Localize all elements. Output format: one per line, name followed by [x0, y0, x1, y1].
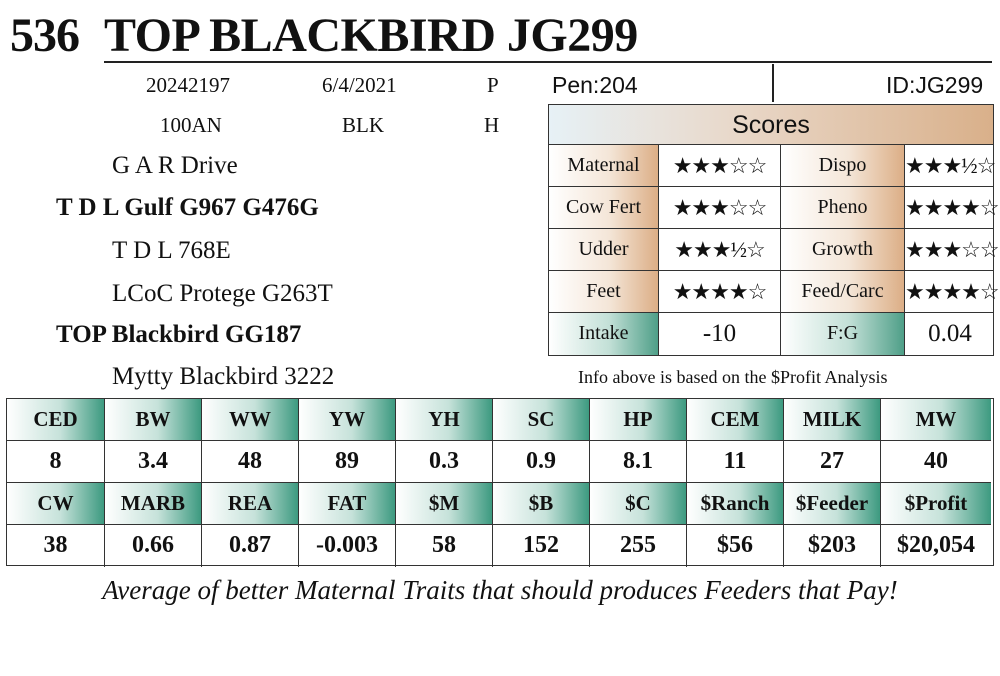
score-stars: ★★★★☆ — [905, 195, 1000, 220]
scores-table: Scores Maternal ★★★☆☆ Dispo ★★★½☆ Cow Fe… — [548, 104, 1000, 356]
epd-header: $M — [396, 483, 493, 525]
pedigree-dam-dam: Mytty Blackbird 3222 — [112, 363, 335, 390]
epd-value: $56 — [687, 525, 784, 567]
epd-header: BW — [105, 399, 202, 441]
epd-header: YW — [299, 399, 396, 441]
score-stars: ★★★½☆ — [905, 153, 996, 178]
epd-header: REA — [202, 483, 299, 525]
pedigree-sire: T D L Gulf G967 G476G — [56, 194, 319, 221]
epd-value: 3.4 — [105, 441, 202, 483]
score-label: Pheno — [781, 187, 905, 228]
epd-value: 38 — [7, 525, 105, 567]
epd-header: MARB — [105, 483, 202, 525]
epd-header: CW — [7, 483, 105, 525]
epd-header: $C — [590, 483, 687, 525]
pen-divider — [772, 64, 774, 102]
epd-header: MW — [881, 399, 991, 441]
birth-date: 6/4/2021 — [322, 73, 397, 97]
epd-value: 11 — [687, 441, 784, 483]
epd-header: CED — [7, 399, 105, 441]
score-row: Cow Fert ★★★☆☆ Pheno ★★★★☆ — [549, 187, 1000, 229]
title-rule — [104, 61, 992, 63]
score-row: Udder ★★★½☆ Growth ★★★☆☆ — [549, 229, 1000, 271]
epd-header: SC — [493, 399, 590, 441]
animal-name: TOP BLACKBIRD JG299 — [104, 9, 638, 62]
epd-header: $Feeder — [784, 483, 881, 525]
tagline: Average of better Maternal Traits that s… — [102, 575, 898, 605]
epd-header: CEM — [687, 399, 784, 441]
epd-header: FAT — [299, 483, 396, 525]
epd-header: MILK — [784, 399, 881, 441]
epd-value: 40 — [881, 441, 991, 483]
epd-value: $203 — [784, 525, 881, 567]
epd-value: 89 — [299, 441, 396, 483]
epd-value: 255 — [590, 525, 687, 567]
lot-number: 536 — [10, 9, 80, 62]
pedigree-dam-sire: LCoC Protege G263T — [112, 280, 333, 307]
polled-code: P — [487, 73, 499, 97]
pedigree-sire-dam: T D L 768E — [112, 237, 231, 264]
epd-value: 8.1 — [590, 441, 687, 483]
pedigree-dam: TOP Blackbird GG187 — [56, 321, 302, 348]
animal-id: ID:JG299 — [886, 72, 984, 98]
epd-value: 0.9 — [493, 441, 590, 483]
score-label: F:G — [781, 313, 905, 355]
epd-value: 0.66 — [105, 525, 202, 567]
score-label: Dispo — [781, 145, 905, 186]
epd-value: 48 — [202, 441, 299, 483]
epd-value: 0.3 — [396, 441, 493, 483]
epd-value: -0.003 — [299, 525, 396, 567]
epd-header: $B — [493, 483, 590, 525]
score-label: Intake — [549, 313, 659, 355]
epd-value: 0.87 — [202, 525, 299, 567]
score-stars: ★★★★☆ — [659, 271, 781, 312]
score-label: Feet — [549, 271, 659, 312]
score-row: Maternal ★★★☆☆ Dispo ★★★½☆ — [549, 145, 996, 187]
tattoo: 100AN — [160, 113, 222, 137]
scores-header: Scores — [549, 105, 993, 145]
epd-value: 8 — [7, 441, 105, 483]
scores-note: Info above is based on the $Profit Analy… — [578, 367, 888, 387]
score-stars: ★★★☆☆ — [659, 145, 781, 186]
registration-number: 20242197 — [146, 73, 230, 97]
epd-value: 152 — [493, 525, 590, 567]
score-stars: ★★★☆☆ — [659, 187, 781, 228]
epd-table: CED BW WW YW YH SC HP CEM MILK MW 8 3.4 48 89 0.3 0.9 8.… — [6, 398, 994, 567]
epd-header: YH — [396, 399, 493, 441]
epd-header: $Profit — [881, 483, 991, 525]
pedigree-sire-sire: G A R Drive — [112, 152, 238, 179]
color: BLK — [342, 113, 384, 137]
score-stars: ★★★☆☆ — [905, 237, 1000, 262]
score-label: Cow Fert — [549, 187, 659, 228]
epd-header: $Ranch — [687, 483, 784, 525]
code-h: H — [484, 113, 500, 137]
epd-value: 58 — [396, 525, 493, 567]
pen-number: Pen:204 — [552, 72, 638, 98]
score-label: Maternal — [549, 145, 659, 186]
score-label: Feed/Carc — [781, 271, 905, 312]
score-row: Intake -10 F:G 0.04 — [549, 313, 993, 355]
score-value: 0.04 — [928, 320, 972, 347]
score-label: Udder — [549, 229, 659, 270]
score-label: Growth — [781, 229, 905, 270]
score-stars: ★★★★☆ — [905, 279, 1000, 304]
epd-header: WW — [202, 399, 299, 441]
epd-value: 27 — [784, 441, 881, 483]
score-stars: ★★★½☆ — [659, 229, 781, 270]
epd-header: HP — [590, 399, 687, 441]
score-value: -10 — [659, 313, 781, 355]
score-row: Feet ★★★★☆ Feed/Carc ★★★★☆ — [549, 271, 1000, 313]
epd-value: $20,054 — [897, 532, 975, 558]
